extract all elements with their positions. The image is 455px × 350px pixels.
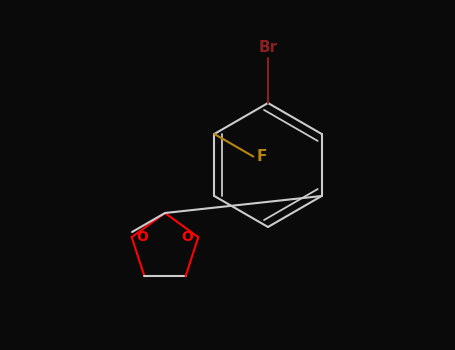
Text: Br: Br xyxy=(258,40,278,55)
Text: F: F xyxy=(256,149,267,164)
Text: O: O xyxy=(136,230,149,244)
Text: O: O xyxy=(182,230,193,244)
